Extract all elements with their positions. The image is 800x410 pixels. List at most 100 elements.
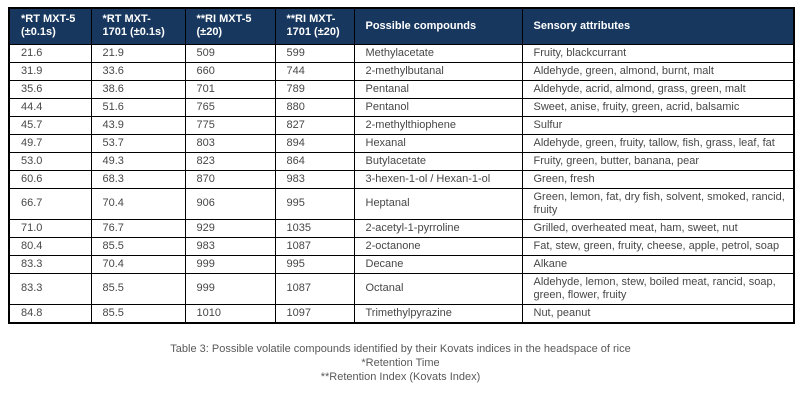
cell-ri-mxt5: 999	[184, 254, 276, 274]
cell-ri-mxt1701: 1087	[274, 272, 355, 305]
table-row: 44.4 51.6 765 880 Pentanol Sweet, anise, frui…	[8, 97, 795, 117]
cell-ri-mxt1701: 864	[274, 151, 355, 171]
cell-rt-mxt1701: 68.3	[90, 169, 186, 189]
cell-ri-mxt5: 1010	[184, 303, 276, 323]
cell-rt-mxt1701: 85.5	[90, 303, 186, 323]
cell-sensory: Nut, peanut	[521, 303, 795, 323]
cell-rt-mxt1701: 76.7	[90, 218, 186, 238]
cell-rt-mxt1701: 33.6	[90, 61, 186, 81]
cell-compound: Decane	[353, 254, 523, 274]
table-row: 45.7 43.9 775 827 2-methylthiophene Sulfur	[8, 115, 795, 135]
cell-rt-mxt5: 83.3	[8, 254, 92, 274]
table-header-row: *RT MXT-5 (±0.1s) *RT MXT- 1701 (±0.1s) **…	[8, 7, 795, 45]
cell-compound: Pentanol	[353, 97, 523, 117]
cell-sensory: Sulfur	[521, 115, 795, 135]
column-header-rt-mxt1701: *RT MXT- 1701 (±0.1s)	[90, 7, 186, 45]
cell-rt-mxt5: 49.7	[8, 133, 92, 153]
cell-sensory: Sweet, anise, fruity, green, acrid, bals…	[521, 97, 795, 117]
cell-ri-mxt1701: 894	[274, 133, 355, 153]
cell-compound: Methylacetate	[353, 43, 523, 63]
table-body: 21.6 21.9 509 599 Methylacetate Fruity, black…	[8, 43, 795, 323]
cell-rt-mxt5: 84.8	[8, 303, 92, 323]
table-row: 49.7 53.7 803 894 Hexanal Aldehyde, green, fr…	[8, 133, 795, 153]
cell-ri-mxt1701: 880	[274, 97, 355, 117]
cell-ri-mxt5: 823	[184, 151, 276, 171]
table-row: 35.6 38.6 701 789 Pentanal Aldehyde, acrid, a…	[8, 79, 795, 99]
cell-ri-mxt1701: 1097	[274, 303, 355, 323]
cell-rt-mxt1701: 43.9	[90, 115, 186, 135]
caption-footnote-retention-index: **Retention Index (Kovats Index)	[320, 370, 481, 383]
cell-rt-mxt5: 44.4	[8, 97, 92, 117]
cell-ri-mxt1701: 789	[274, 79, 355, 99]
cell-rt-mxt5: 45.7	[8, 115, 92, 135]
cell-rt-mxt1701: 38.6	[90, 79, 186, 99]
column-header-sensory: Sensory attributes	[521, 7, 795, 45]
cell-rt-mxt1701: 49.3	[90, 151, 186, 171]
cell-ri-mxt5: 509	[184, 43, 276, 63]
cell-ri-mxt1701: 1035	[274, 218, 355, 238]
cell-ri-mxt5: 803	[184, 133, 276, 153]
cell-rt-mxt1701: 70.4	[90, 254, 186, 274]
cell-ri-mxt5: 999	[184, 272, 276, 305]
cell-rt-mxt1701: 85.5	[90, 272, 186, 305]
cell-sensory: Green, lemon, fat, dry fish, solvent, sm…	[521, 187, 795, 220]
cell-sensory: Green, fresh	[521, 169, 795, 189]
cell-rt-mxt1701: 85.5	[90, 236, 186, 256]
cell-compound: 2-acetyl-1-pyrroline	[353, 218, 523, 238]
cell-compound: Pentanal	[353, 79, 523, 99]
cell-compound: 2-methylbutanal	[353, 61, 523, 81]
table-header: *RT MXT-5 (±0.1s) *RT MXT- 1701 (±0.1s) **…	[8, 7, 795, 45]
table-row: 80.4 85.5 983 1087 2-octanone Fat, stew, gree…	[8, 236, 795, 256]
volatile-compounds-table: *RT MXT-5 (±0.1s) *RT MXT- 1701 (±0.1s) **…	[8, 7, 795, 324]
caption-title: Table 3: Possible volatile compounds ide…	[170, 342, 631, 355]
cell-ri-mxt1701: 1087	[274, 236, 355, 256]
cell-compound: 3-hexen-1-ol / Hexan-1-ol	[353, 169, 523, 189]
cell-rt-mxt5: 35.6	[8, 79, 92, 99]
cell-sensory: Aldehyde, lemon, stew, boiled meat, ranc…	[521, 272, 795, 305]
cell-ri-mxt5: 929	[184, 218, 276, 238]
cell-rt-mxt5: 53.0	[8, 151, 92, 171]
cell-ri-mxt5: 983	[184, 236, 276, 256]
cell-sensory: Fruity, green, butter, banana, pear	[521, 151, 795, 171]
cell-sensory: Alkane	[521, 254, 795, 274]
cell-ri-mxt5: 765	[184, 97, 276, 117]
cell-rt-mxt1701: 53.7	[90, 133, 186, 153]
cell-ri-mxt5: 701	[184, 79, 276, 99]
cell-rt-mxt5: 71.0	[8, 218, 92, 238]
cell-rt-mxt1701: 51.6	[90, 97, 186, 117]
cell-rt-mxt5: 80.4	[8, 236, 92, 256]
cell-compound: Trimethylpyrazine	[353, 303, 523, 323]
table-row: 66.7 70.4 906 995 Heptanal Green, lemon, fat,…	[8, 187, 795, 220]
cell-rt-mxt1701: 21.9	[90, 43, 186, 63]
cell-sensory: Fat, stew, green, fruity, cheese, apple,…	[521, 236, 795, 256]
cell-sensory: Fruity, blackcurrant	[521, 43, 795, 63]
column-header-rt-mxt5: *RT MXT-5 (±0.1s)	[8, 7, 92, 45]
cell-rt-mxt5: 66.7	[8, 187, 92, 220]
cell-compound: 2-methylthiophene	[353, 115, 523, 135]
cell-ri-mxt5: 660	[184, 61, 276, 81]
cell-compound: Heptanal	[353, 187, 523, 220]
cell-compound: 2-octanone	[353, 236, 523, 256]
cell-compound: Octanal	[353, 272, 523, 305]
column-header-ri-mxt5: **RI MXT-5 (±20)	[184, 7, 276, 45]
column-header-compound: Possible compounds	[353, 7, 523, 45]
cell-ri-mxt1701: 995	[274, 187, 355, 220]
cell-ri-mxt5: 906	[184, 187, 276, 220]
cell-rt-mxt5: 31.9	[8, 61, 92, 81]
table-row: 53.0 49.3 823 864 Butylacetate Fruity, green,…	[8, 151, 795, 171]
cell-rt-mxt1701: 70.4	[90, 187, 186, 220]
cell-rt-mxt5: 83.3	[8, 272, 92, 305]
cell-sensory: Aldehyde, acrid, almond, grass, green, m…	[521, 79, 795, 99]
cell-ri-mxt1701: 983	[274, 169, 355, 189]
cell-ri-mxt1701: 599	[274, 43, 355, 63]
cell-rt-mxt5: 21.6	[8, 43, 92, 63]
cell-sensory: Aldehyde, green, fruity, tallow, fish, g…	[521, 133, 795, 153]
table-row: 31.9 33.6 660 744 2-methylbutanal Aldehyde, g…	[8, 61, 795, 81]
table-row: 84.8 85.5 1010 1097 Trimethylpyrazine Nut, pe…	[8, 303, 795, 323]
document-page: *RT MXT-5 (±0.1s) *RT MXT- 1701 (±0.1s) **…	[8, 7, 795, 384]
table-row: 83.3 85.5 999 1087 Octanal Aldehyde, lemon, s…	[8, 272, 795, 305]
cell-sensory: Grilled, overheated meat, ham, sweet, nu…	[521, 218, 795, 238]
table-row: 83.3 70.4 999 995 Decane Alkane	[8, 254, 795, 274]
column-header-ri-mxt1701: **RI MXT- 1701 (±20)	[274, 7, 355, 45]
table-caption: Table 3: Possible volatile compounds ide…	[8, 342, 793, 384]
